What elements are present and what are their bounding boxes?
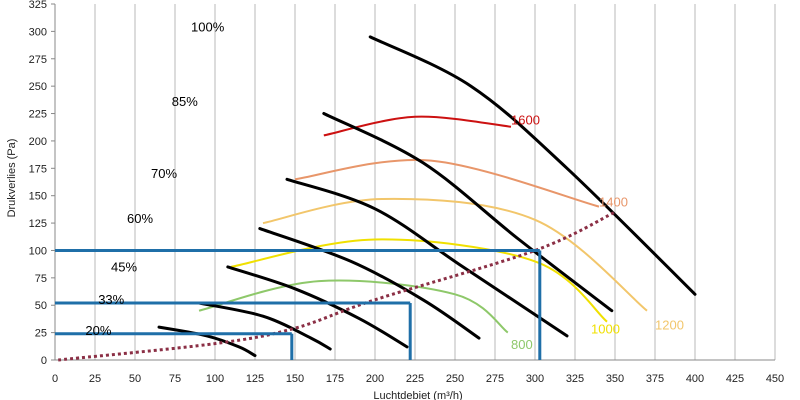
fan-curve-60pct — [258, 227, 481, 340]
x-tick-label: 100 — [206, 373, 224, 385]
y-axis-title: Drukverlies (Pa) — [6, 139, 18, 218]
reference-lines — [55, 248, 542, 360]
speed-curve-1600 — [323, 115, 512, 137]
fan-curve-label-33pct: 33% — [98, 292, 124, 307]
x-tick-label: 150 — [286, 373, 304, 385]
fan-curve-70pct — [285, 177, 569, 338]
speed-curves — [198, 115, 648, 334]
speed-curve-1000 — [230, 238, 608, 323]
fan-curve-label-20pct: 20% — [85, 323, 111, 338]
x-tick-label: 375 — [646, 373, 664, 385]
x-tick-label: 25 — [89, 373, 101, 385]
y-tick-label: 325 — [29, 0, 47, 11]
fan-curve-label-70pct: 70% — [151, 166, 177, 181]
x-tick-label: 75 — [169, 373, 181, 385]
y-tick-label: 100 — [29, 245, 47, 257]
x-tick-label: 0 — [52, 373, 58, 385]
speed-curve-label-1400: 1400 — [599, 195, 628, 210]
speed-curve-label-1600: 1600 — [511, 112, 540, 127]
system-curve-line — [58, 210, 616, 362]
x-tick-label: 350 — [606, 373, 624, 385]
y-tick-label: 275 — [29, 54, 47, 66]
x-tick-label: 425 — [726, 373, 744, 385]
x-tick-label: 250 — [446, 373, 464, 385]
fan-curve-label-45pct: 45% — [111, 259, 137, 274]
y-tick-label: 150 — [29, 191, 47, 203]
speed-curve-label-1000: 1000 — [591, 322, 620, 337]
y-tick-label: 125 — [29, 218, 47, 230]
x-tick-label: 225 — [406, 373, 424, 385]
fan-curve-85pct — [322, 112, 614, 313]
x-tick-label: 325 — [566, 373, 584, 385]
fan-curve-45pct — [226, 265, 409, 349]
curve-labels: 1600 1400 1200 1000 800 100% 85% 70% 60% 45% 33% 20… — [85, 19, 684, 352]
axes: 0 25 50 75 100 125 150 175 200 225 250 275 300 325 350… — [29, 0, 785, 385]
fan-curve-33pct — [197, 301, 332, 351]
fan-curves — [157, 35, 697, 358]
x-tick-label: 275 — [486, 373, 504, 385]
fan-curve-label-60pct: 60% — [127, 211, 153, 226]
y-tick-label: 200 — [29, 136, 47, 148]
y-tick-label: 50 — [35, 300, 47, 312]
grid — [94, 4, 776, 360]
x-tick-label: 450 — [766, 373, 784, 385]
y-tick-label: 225 — [29, 109, 47, 121]
y-tick-label: 300 — [29, 26, 47, 38]
x-tick-label: 400 — [686, 373, 704, 385]
speed-curve-800 — [198, 279, 509, 334]
speed-curve-1200 — [262, 197, 648, 312]
y-tick-label: 0 — [41, 355, 47, 367]
y-tick-label: 250 — [29, 81, 47, 93]
x-tick-label: 50 — [129, 373, 141, 385]
system-curve — [58, 210, 616, 362]
speed-curve-label-1200: 1200 — [655, 317, 684, 332]
x-axis-title: Luchtdebiet (m³/h) — [373, 390, 462, 400]
x-tick-label: 125 — [246, 373, 264, 385]
x-tick-label: 200 — [366, 373, 384, 385]
x-tick-label: 300 — [526, 373, 544, 385]
speed-curve-label-800: 800 — [511, 337, 533, 352]
fan-curve-20pct — [157, 325, 257, 358]
y-tick-label: 75 — [35, 273, 47, 285]
fan-curve-label-100pct: 100% — [191, 19, 225, 34]
y-tick-label: 175 — [29, 163, 47, 175]
y-tick-label: 25 — [35, 328, 47, 340]
x-tick-label: 175 — [326, 373, 344, 385]
fan-curve-label-85pct: 85% — [172, 94, 198, 109]
speed-curve-1400 — [294, 158, 600, 208]
fan-curve-100pct — [368, 35, 697, 296]
